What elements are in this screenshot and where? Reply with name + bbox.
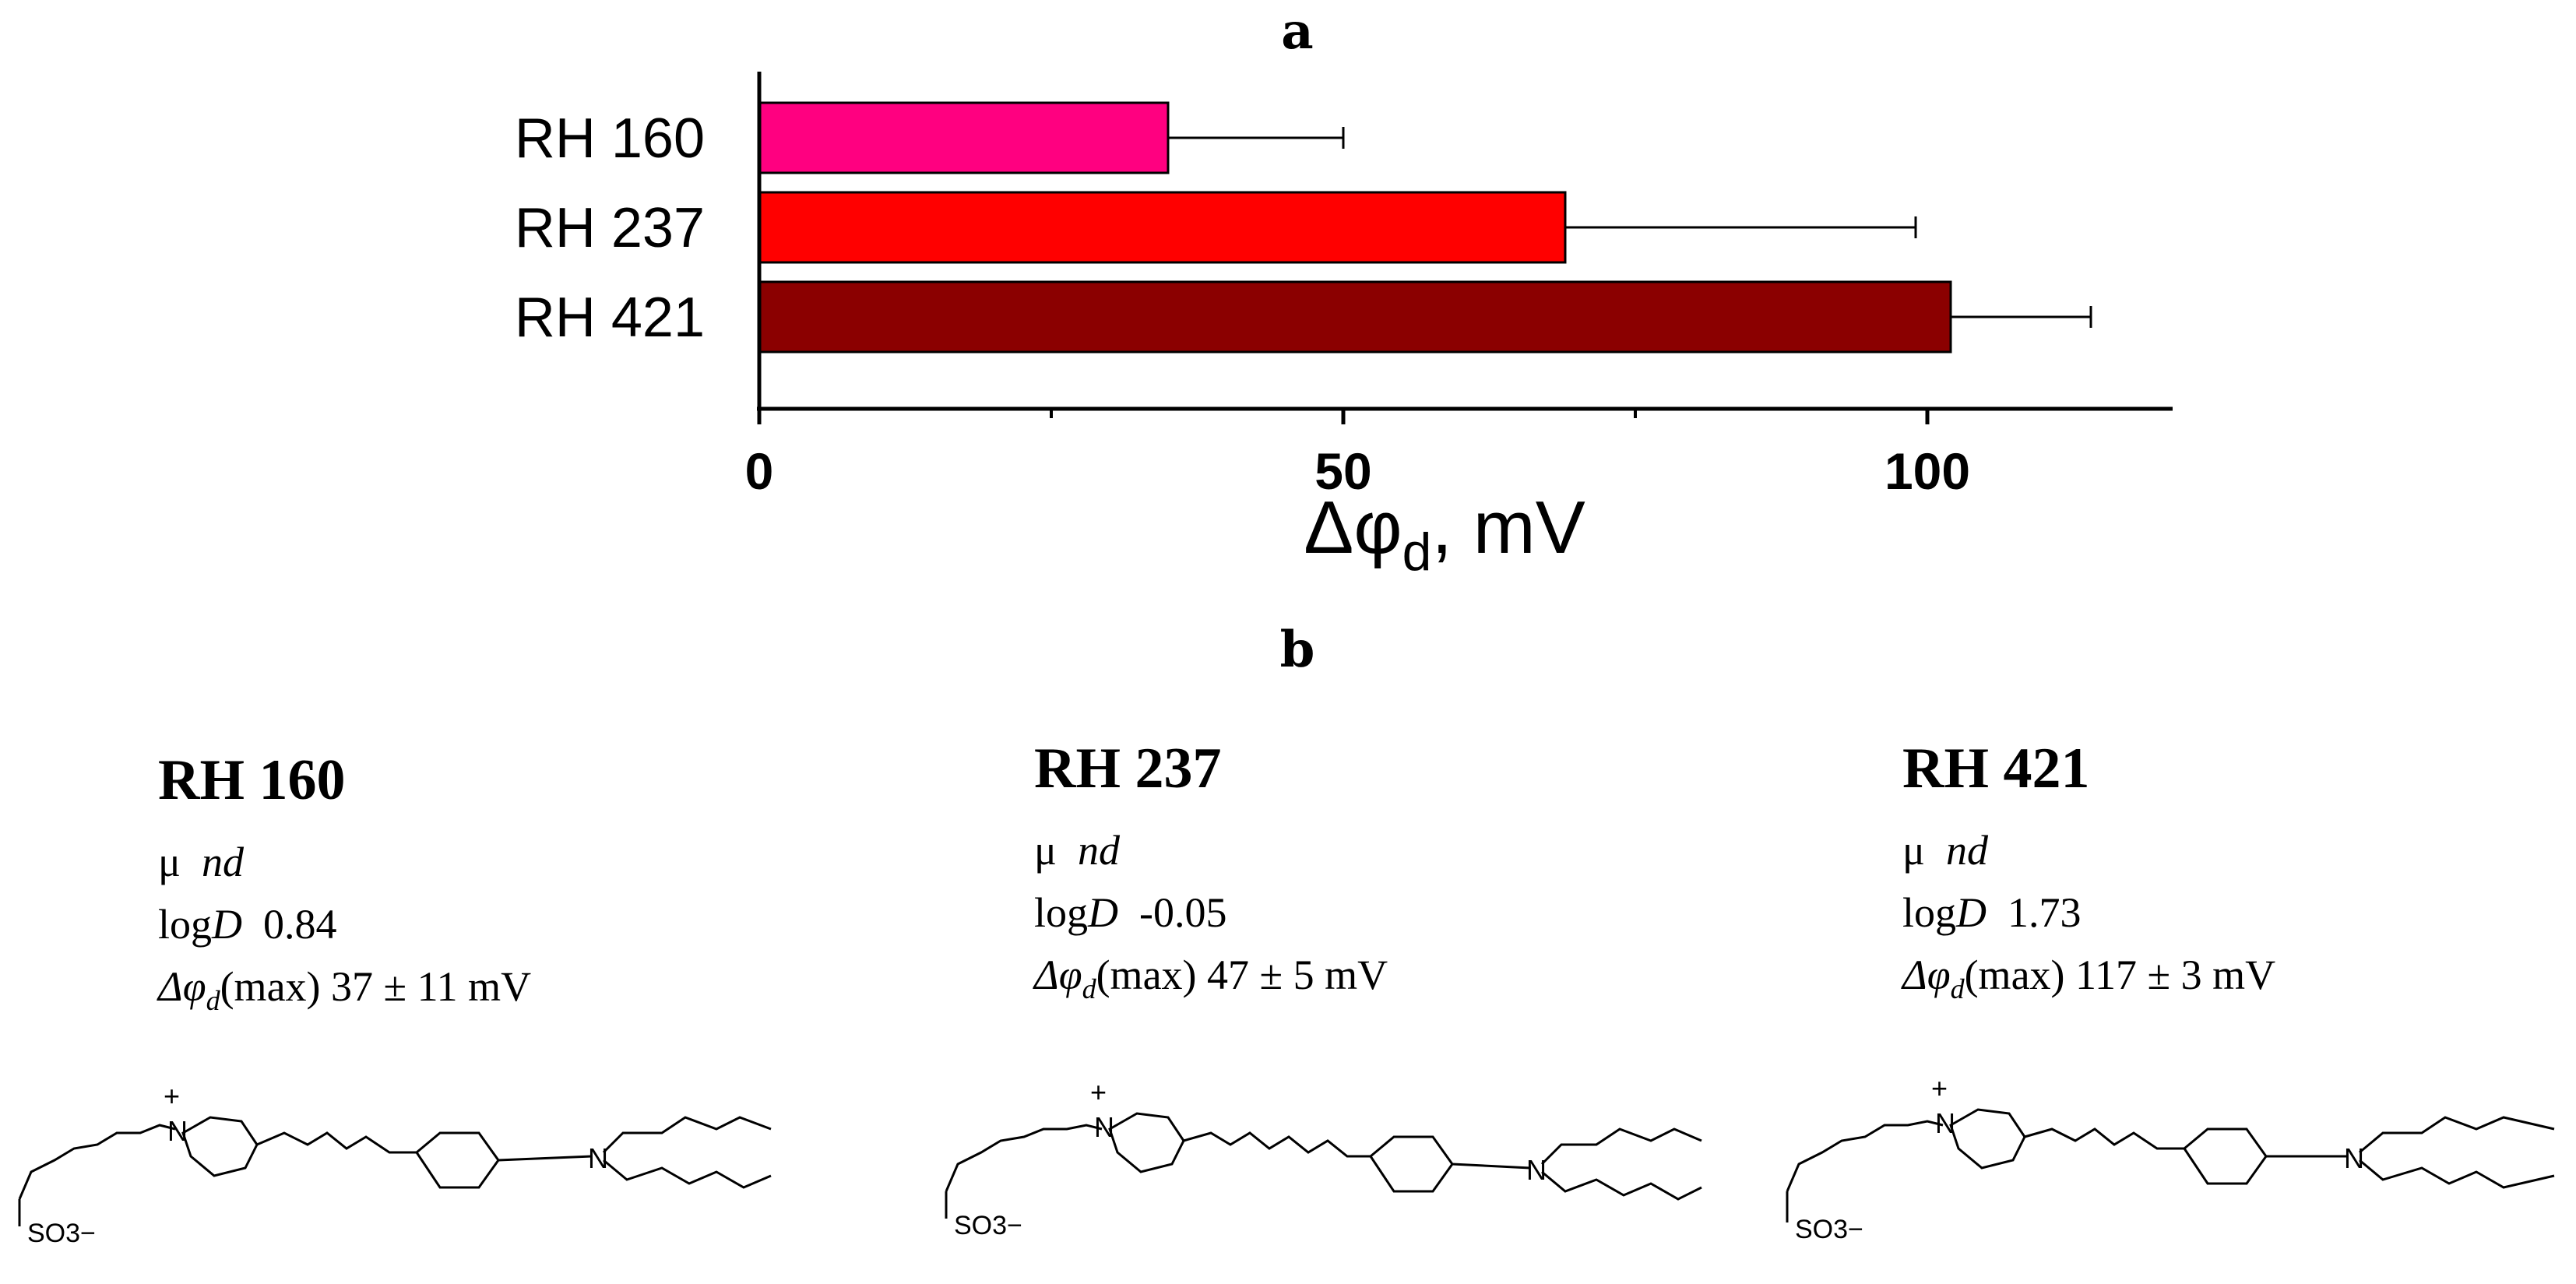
logd-italic: D: [1956, 889, 1987, 936]
ticks-layer: 0 50 100: [745, 409, 1970, 500]
charge-label: +: [1090, 1076, 1107, 1108]
dye-info-rh421: RH 421 μ nd logD 1.73 Δφd(max) 117 ± 3 m…: [1902, 736, 2275, 1020]
category-label-rh421: RH 421: [515, 287, 705, 349]
dipole-potential: Δφd(max) 47 ± 5 mV: [1034, 944, 1388, 1020]
charge-label: +: [164, 1080, 180, 1112]
dipole-potential: Δφd(max) 117 ± 3 mV: [1902, 944, 2275, 1020]
charge-label: +: [1931, 1072, 1948, 1104]
structure-rh237: + N N SO3−: [945, 1076, 1702, 1240]
mu-label: μ: [158, 839, 181, 885]
dye-info-rh160: RH 160 μ nd logD 0.84 Δφd(max) 37 ± 11 m…: [158, 748, 531, 1032]
dphi-symbol: Δφ: [1902, 952, 1951, 998]
logd-label: log: [1034, 889, 1089, 936]
bar-rh160: [758, 101, 1170, 174]
logd-value: 1.73: [2008, 889, 2082, 936]
dphi-sub: d: [1950, 973, 1965, 1004]
dipole-potential: Δφd(max) 37 ± 11 mV: [158, 955, 531, 1032]
logd-value: -0.05: [1139, 889, 1227, 936]
sulfonate-label: SO3−: [954, 1211, 1022, 1240]
panel-letter-a: a: [1281, 2, 1313, 61]
x-tick-label-100: 100: [1884, 442, 1970, 500]
mu-value: nd: [201, 839, 244, 885]
mu-value: nd: [1077, 827, 1120, 874]
category-label-rh160: RH 160: [515, 107, 705, 170]
amine-n: N: [588, 1142, 608, 1174]
pyridinium-n: N: [1094, 1111, 1114, 1143]
logd: logD -0.05: [1034, 881, 1388, 944]
dphi-text: (max) 47 ± 5 mV: [1096, 952, 1388, 998]
dphi-symbol: Δφ: [158, 963, 206, 1010]
sulfonate-label: SO3−: [27, 1219, 96, 1248]
x-tick-label-50: 50: [1314, 442, 1371, 500]
bars-layer: RH 160 RH 237 RH 421: [515, 101, 2092, 354]
logd: logD 1.73: [1902, 881, 2275, 944]
dipole-moment: μ nd: [1902, 819, 2275, 881]
logd-label: log: [1902, 889, 1957, 936]
dipole-moment: μ nd: [158, 831, 531, 893]
logd-value: 0.84: [263, 901, 337, 948]
dphi-sub: d: [206, 984, 220, 1016]
x-axis-label-subscript: d: [1402, 522, 1432, 582]
structure-rh160: + N N SO3−: [18, 1080, 772, 1248]
mu-label: μ: [1902, 827, 1925, 874]
mu-label: μ: [1034, 827, 1057, 874]
panel-letter-b: b: [1280, 621, 1315, 679]
mu-value: nd: [1945, 827, 1988, 874]
logd: logD 0.84: [158, 893, 531, 955]
category-label-rh237: RH 237: [515, 197, 705, 259]
amine-n: N: [2344, 1142, 2364, 1174]
sulfonate-label: SO3−: [1795, 1215, 1863, 1244]
structure-rh421: + N N SO3−: [1786, 1072, 2555, 1244]
dye-name: RH 160: [158, 748, 346, 812]
dphi-sub: d: [1082, 973, 1096, 1004]
logd-italic: D: [212, 901, 243, 948]
x-axis-label: Δφd, mV: [1304, 486, 1585, 582]
dphi-text: (max) 37 ± 11 mV: [220, 963, 532, 1010]
dphi-text: (max) 117 ± 3 mV: [1964, 952, 2276, 998]
pyridinium-n: N: [1935, 1107, 1955, 1139]
dye-name: RH 237: [1034, 737, 1222, 800]
bar-rh421: [758, 280, 1952, 354]
dphi-symbol: Δφ: [1034, 952, 1082, 998]
x-tick-label-0: 0: [745, 442, 774, 500]
amine-n: N: [1526, 1154, 1547, 1186]
dipole-moment: μ nd: [1034, 819, 1388, 881]
logd-italic: D: [1088, 889, 1119, 936]
logd-label: log: [158, 901, 213, 948]
x-axis-label-unit: , mV: [1431, 486, 1585, 569]
dye-info-rh237: RH 237 μ nd logD -0.05 Δφd(max) 47 ± 5 m…: [1034, 736, 1388, 1020]
dye-name: RH 421: [1902, 737, 2090, 800]
bar-rh237: [758, 191, 1567, 264]
pyridinium-n: N: [167, 1115, 188, 1147]
x-axis-label-symbol: Δφ: [1304, 486, 1402, 569]
